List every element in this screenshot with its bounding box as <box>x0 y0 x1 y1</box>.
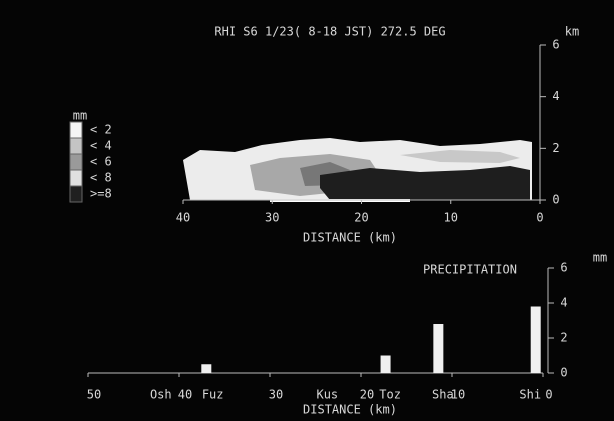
y-unit: km <box>565 25 579 39</box>
y-tick-label: 0 <box>552 193 559 207</box>
y-tick-label: 0 <box>560 366 567 380</box>
legend-swatch <box>70 186 82 202</box>
bar <box>531 307 541 374</box>
bar <box>201 364 211 373</box>
bar <box>381 356 391 374</box>
legend-label: < 8 <box>90 171 112 185</box>
x-axis-label: DISTANCE (km) <box>303 403 397 417</box>
x-tick-label: 40 <box>178 388 192 402</box>
legend-label: < 6 <box>90 155 112 169</box>
legend-label: < 4 <box>90 139 112 153</box>
legend-label: < 2 <box>90 123 112 137</box>
y-tick-label: 2 <box>560 331 567 345</box>
legend-swatch <box>70 170 82 186</box>
y-tick-label: 2 <box>552 141 559 155</box>
x-tick-label: 30 <box>269 388 283 402</box>
station-label: Sha <box>432 388 454 402</box>
chart-title: RHI S6 1/23( 8-18 JST) 272.5 DEG <box>214 25 445 39</box>
chart-title: PRECIPITATION <box>423 263 517 277</box>
radar-echo <box>183 138 532 202</box>
station-label: Fuz <box>202 388 224 402</box>
station-label: Osh <box>150 388 172 402</box>
y-tick-label: 4 <box>560 296 567 310</box>
legend-label: >=8 <box>90 187 112 201</box>
x-tick-label: 30 <box>265 211 279 225</box>
figure: RHI S6 1/23( 8-18 JST) 272.5 DEG km DISTAN… <box>0 0 614 421</box>
station-label: Toz <box>379 388 401 402</box>
x-tick-label: 40 <box>176 211 190 225</box>
station-label: Kus <box>316 388 338 402</box>
x-tick-label: 0 <box>545 388 552 402</box>
x-tick-label: 0 <box>536 211 543 225</box>
station-label: Shi <box>519 388 541 402</box>
legend-swatch <box>70 122 82 138</box>
legend-swatch <box>70 154 82 170</box>
x-tick-label: 10 <box>444 211 458 225</box>
legend-title: mm <box>73 109 87 123</box>
y-unit: mm <box>593 251 607 265</box>
y-tick-label: 4 <box>552 89 559 103</box>
x-axis-label: DISTANCE (km) <box>303 231 397 245</box>
y-tick-label: 6 <box>560 261 567 275</box>
x-tick-label: 50 <box>87 388 101 402</box>
legend-swatch <box>70 138 82 154</box>
x-tick-label: 20 <box>354 211 368 225</box>
bar <box>433 324 443 373</box>
x-tick-label: 20 <box>360 388 374 402</box>
y-tick-label: 6 <box>552 38 559 52</box>
